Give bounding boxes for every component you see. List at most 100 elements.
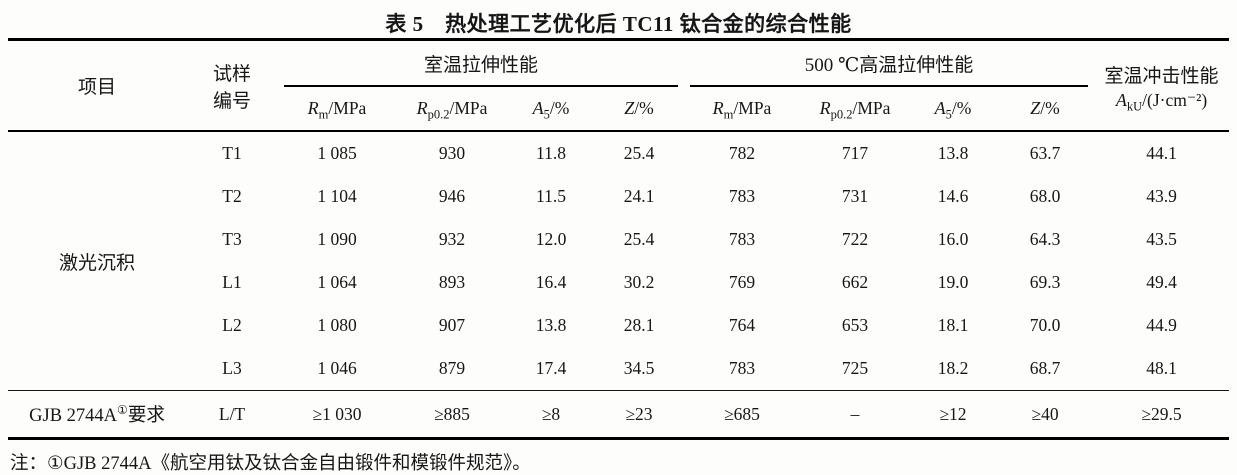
table-cell: ≥685: [684, 390, 801, 439]
table-cell: 64.3: [1029, 229, 1061, 249]
table-cell: 783: [728, 229, 756, 249]
table-footnote: 注：①GJB 2744A《航空用钛及钛合金自由锻件和模锻件规范》。: [10, 454, 531, 474]
table-cell: 13.8: [937, 143, 969, 163]
table-cell: 63.7: [1029, 143, 1061, 163]
col-header-rt-a5: A5/%: [508, 87, 594, 132]
table-cell: 16.0: [937, 229, 969, 249]
table-cell: 764: [728, 315, 756, 335]
requirement-row: GJB 2744A①要求 L/T ≥1 030 ≥885 ≥8 ≥23 ≥685…: [8, 390, 1230, 439]
table-cell: ≥885: [396, 390, 508, 439]
table-title: 表 5 热处理工艺优化后 TC11 钛合金的综合性能: [385, 12, 852, 36]
table-cell: 11.5: [536, 186, 566, 206]
table-cell: ≥40: [996, 390, 1095, 439]
table-cell: 725: [841, 358, 869, 378]
table-row: L3 1 046 879 17.4 34.5 783 725 18.2 68.7…: [8, 347, 1229, 391]
table-row: T2 1 104 946 11.5 24.1 783 731 14.6 68.0…: [8, 175, 1229, 218]
sample-id: L1: [222, 272, 242, 292]
table-cell: 782: [728, 143, 756, 163]
table-cell: 68.0: [1029, 186, 1061, 206]
table-row: 激光沉积 T1 1 085 930 11.8 25.4 782 717 13.8…: [8, 131, 1229, 274]
table-cell: 30.2: [623, 272, 655, 292]
table-cell: 1 046: [317, 358, 357, 378]
table-row: L2 1 080 907 13.8 28.1 764 653 18.1 70.0…: [8, 304, 1229, 347]
header-row-groups: 项目 试样 编号 室温拉伸性能 500 ℃高温拉伸性能 室温冲击性能 AkU/(…: [8, 39, 1230, 132]
table-cell: 44.1: [1146, 143, 1177, 163]
table-cell: ≥29.5: [1094, 390, 1230, 439]
table-cell: 731: [841, 186, 869, 206]
table-cell: 907: [438, 315, 466, 335]
table-cell: 879: [438, 358, 466, 378]
table-cell: 1 064: [317, 272, 357, 292]
group-header-500c-tensile: 500 ℃高温拉伸性能: [684, 40, 1094, 87]
col-header-ht-z: Z/%: [996, 87, 1095, 132]
sample-id: L2: [222, 315, 242, 335]
table-cell: 28.1: [623, 315, 655, 335]
table-cell: 783: [728, 358, 756, 378]
requirement-label-cell: GJB 2744A①要求: [8, 390, 186, 439]
table-cell: 25.4: [623, 143, 655, 163]
item-label-cell: 激光沉积: [58, 252, 135, 274]
col-header-ht-rm: Rm/MPa: [684, 87, 801, 132]
table-cell: 11.8: [536, 143, 566, 163]
table-cell: 946: [438, 186, 466, 206]
sample-header-line2: 编号: [212, 90, 251, 112]
table-cell: ≥1 030: [278, 390, 396, 439]
sample-id: T1: [222, 143, 242, 163]
table-cell: 13.8: [535, 315, 567, 335]
table-cell: 48.1: [1146, 358, 1177, 378]
table-row: L1 1 064 893 16.4 30.2 769 662 19.0 69.3…: [8, 261, 1229, 304]
table-cell: 1 080: [317, 315, 357, 335]
table-cell: 24.1: [623, 186, 655, 206]
table-cell: ≥8: [508, 390, 594, 439]
table-cell: 769: [728, 272, 756, 292]
properties-table: 项目 试样 编号 室温拉伸性能 500 ℃高温拉伸性能 室温冲击性能 AkU/(…: [8, 38, 1230, 440]
table-cell: –: [800, 390, 911, 439]
table-cell: 34.5: [623, 358, 655, 378]
table-cell: 43.9: [1146, 186, 1177, 206]
header-row-measures: Rm/MPa Rp0.2/MPa A5/% Z/% Rm/MPa Rp0.2/M…: [8, 87, 1229, 132]
table-cell: 722: [841, 229, 869, 249]
table-cell: 44.9: [1146, 315, 1177, 335]
table-cell: 69.3: [1029, 272, 1061, 292]
col-header-ht-rp02: Rp0.2/MPa: [800, 87, 911, 132]
table-cell: 70.0: [1029, 315, 1061, 335]
table-cell: 18.1: [937, 315, 969, 335]
col-header-ht-a5: A5/%: [910, 87, 997, 132]
table-cell: 49.4: [1146, 272, 1177, 292]
table-cell: 930: [438, 143, 466, 163]
table-cell: 662: [841, 272, 869, 292]
table-cell: 932: [438, 229, 466, 249]
sample-id: L/T: [186, 390, 278, 439]
table-cell: 43.5: [1146, 229, 1177, 249]
table-cell: 783: [728, 186, 756, 206]
sample-id: T3: [222, 229, 242, 249]
table-cell: ≥12: [910, 390, 997, 439]
group-header-room-temp-tensile: 室温拉伸性能: [278, 40, 684, 87]
table-cell: 717: [841, 143, 869, 163]
col-header-rt-rm: Rm/MPa: [278, 87, 396, 132]
col-header-rt-z: Z/%: [594, 87, 685, 132]
col-header-sample-no: 试样 编号: [186, 39, 278, 132]
table-cell: 1 085: [317, 143, 357, 163]
table-cell: 12.0: [535, 229, 567, 249]
impact-header-line1: 室温冲击性能: [1104, 65, 1219, 87]
col-header-rt-rp02: Rp0.2/MPa: [396, 87, 508, 132]
table-cell: 19.0: [937, 272, 969, 292]
sample-id: L3: [222, 358, 242, 378]
sample-header-line1: 试样: [212, 63, 251, 85]
sample-id: T2: [222, 186, 242, 206]
col-header-item: 项目: [8, 39, 186, 132]
table-cell: 653: [841, 315, 869, 335]
table-cell: 68.7: [1029, 358, 1061, 378]
table-cell: 14.6: [937, 186, 969, 206]
table-cell: 1 104: [317, 186, 357, 206]
table-cell: 17.4: [535, 358, 567, 378]
table-cell: 16.4: [535, 272, 567, 292]
col-header-impact: 室温冲击性能 AkU/(J·cm⁻²): [1094, 39, 1230, 132]
footnote-marker: ①: [117, 402, 128, 417]
impact-header-symbol: AkU/(J·cm⁻²): [1115, 89, 1208, 113]
table-cell: 18.2: [937, 358, 969, 378]
table-row: T3 1 090 932 12.0 25.4 783 722 16.0 64.3…: [8, 218, 1229, 261]
table-cell: 1 090: [317, 229, 357, 249]
